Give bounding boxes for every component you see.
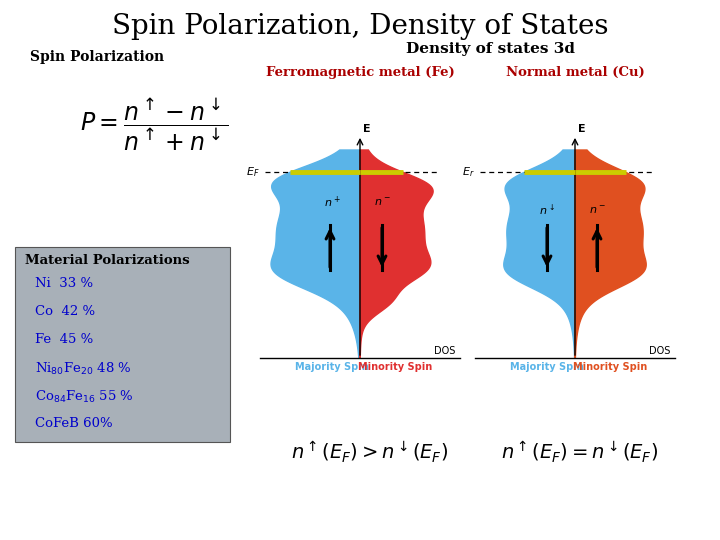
Polygon shape — [360, 150, 433, 358]
Text: E: E — [363, 124, 371, 134]
Text: $n^-$: $n^-$ — [589, 205, 606, 215]
Text: $n^+$: $n^+$ — [324, 194, 341, 210]
Polygon shape — [575, 150, 647, 358]
Text: Fe  45 %: Fe 45 % — [35, 333, 94, 346]
Text: Co  42 %: Co 42 % — [35, 305, 95, 318]
Text: Material Polarizations: Material Polarizations — [25, 254, 189, 267]
Text: Co$_{84}$Fe$_{16}$ 55 %: Co$_{84}$Fe$_{16}$ 55 % — [35, 389, 134, 405]
Text: Minority Spin: Minority Spin — [358, 362, 432, 372]
Text: $n^-$: $n^-$ — [374, 197, 390, 207]
FancyBboxPatch shape — [15, 247, 230, 442]
Text: CoFeB 60%: CoFeB 60% — [35, 417, 112, 430]
Text: Normal metal (Cu): Normal metal (Cu) — [505, 66, 644, 79]
Text: DOS: DOS — [649, 346, 670, 356]
Text: Majority Spin: Majority Spin — [295, 362, 369, 372]
Text: $n^{\uparrow}(E_F) = n^{\downarrow}(E_F)$: $n^{\uparrow}(E_F) = n^{\downarrow}(E_F)… — [501, 439, 659, 465]
Text: Spin Polarization, Density of States: Spin Polarization, Density of States — [112, 13, 608, 40]
Text: Minority Spin: Minority Spin — [573, 362, 647, 372]
Text: $P = \dfrac{n^{\uparrow} - n^{\downarrow}}{n^{\uparrow} + n^{\downarrow}}$: $P = \dfrac{n^{\uparrow} - n^{\downarrow… — [80, 97, 228, 153]
Text: Ni  33 %: Ni 33 % — [35, 277, 93, 290]
Polygon shape — [504, 150, 575, 358]
Text: $n^\downarrow$: $n^\downarrow$ — [539, 202, 555, 217]
Text: Density of states 3d: Density of states 3d — [405, 42, 575, 56]
Text: Ferromagnetic metal (Fe): Ferromagnetic metal (Fe) — [266, 66, 454, 79]
Text: $E_r$: $E_r$ — [462, 165, 475, 179]
Text: Majority Spin: Majority Spin — [510, 362, 584, 372]
Text: $n^{\uparrow}(E_F) > n^{\downarrow}(E_F)$: $n^{\uparrow}(E_F) > n^{\downarrow}(E_F)… — [292, 439, 449, 465]
Text: DOS: DOS — [433, 346, 455, 356]
Text: Ni$_{80}$Fe$_{20}$ 48 %: Ni$_{80}$Fe$_{20}$ 48 % — [35, 361, 132, 377]
Text: Spin Polarization: Spin Polarization — [30, 50, 164, 64]
Polygon shape — [271, 150, 360, 358]
Text: E: E — [578, 124, 585, 134]
Text: $E_F$: $E_F$ — [246, 165, 260, 179]
